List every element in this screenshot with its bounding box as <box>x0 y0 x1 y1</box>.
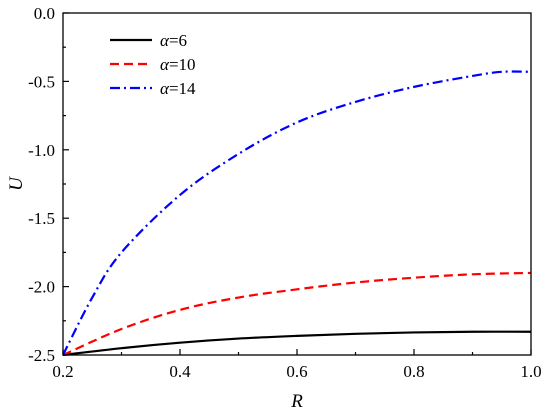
legend-alpha-symbol: α <box>160 31 170 50</box>
series-line-1 <box>62 330 532 357</box>
legend-value: =10 <box>169 55 196 74</box>
y-tick-label: -1.0 <box>28 141 55 160</box>
x-tick-label: 0.8 <box>403 362 424 381</box>
legend-value: =6 <box>169 31 187 50</box>
y-tick-label: -0.5 <box>28 72 55 91</box>
legend-value: =14 <box>169 79 196 98</box>
x-tick-label: 1.0 <box>520 362 541 381</box>
legend-alpha-symbol: α <box>160 79 170 98</box>
x-tick-label: 0.4 <box>169 362 191 381</box>
legend-item: α=10 <box>110 55 196 74</box>
plot-area <box>62 70 532 357</box>
plot-frame <box>62 12 532 356</box>
y-axis-title: U <box>6 176 27 191</box>
series-line-3 <box>62 70 532 356</box>
y-tick-label: -1.5 <box>28 209 55 228</box>
legend-alpha-symbol: α <box>160 55 170 74</box>
y-tick-label: 0.0 <box>34 4 55 23</box>
axes: 0.2 0.4 0.6 0.8 1.0 0.0 -0.5 -1.0 -1.5 -2.0 -2.5 <box>28 4 542 381</box>
y-tick-label: -2.0 <box>28 278 55 297</box>
series-line-2 <box>62 271 532 357</box>
y-tick-label: -2.5 <box>28 346 55 365</box>
x-tick-label: 0.2 <box>52 362 73 381</box>
legend-label: α=14 <box>160 79 196 98</box>
legend: α=6α=10α=14 <box>110 31 196 98</box>
x-axis-title: R <box>290 391 303 412</box>
legend-item: α=14 <box>110 79 196 98</box>
legend-label: α=6 <box>160 31 187 50</box>
legend-item: α=6 <box>110 31 187 50</box>
x-tick-label: 0.6 <box>286 362 307 381</box>
legend-label: α=10 <box>160 55 196 74</box>
